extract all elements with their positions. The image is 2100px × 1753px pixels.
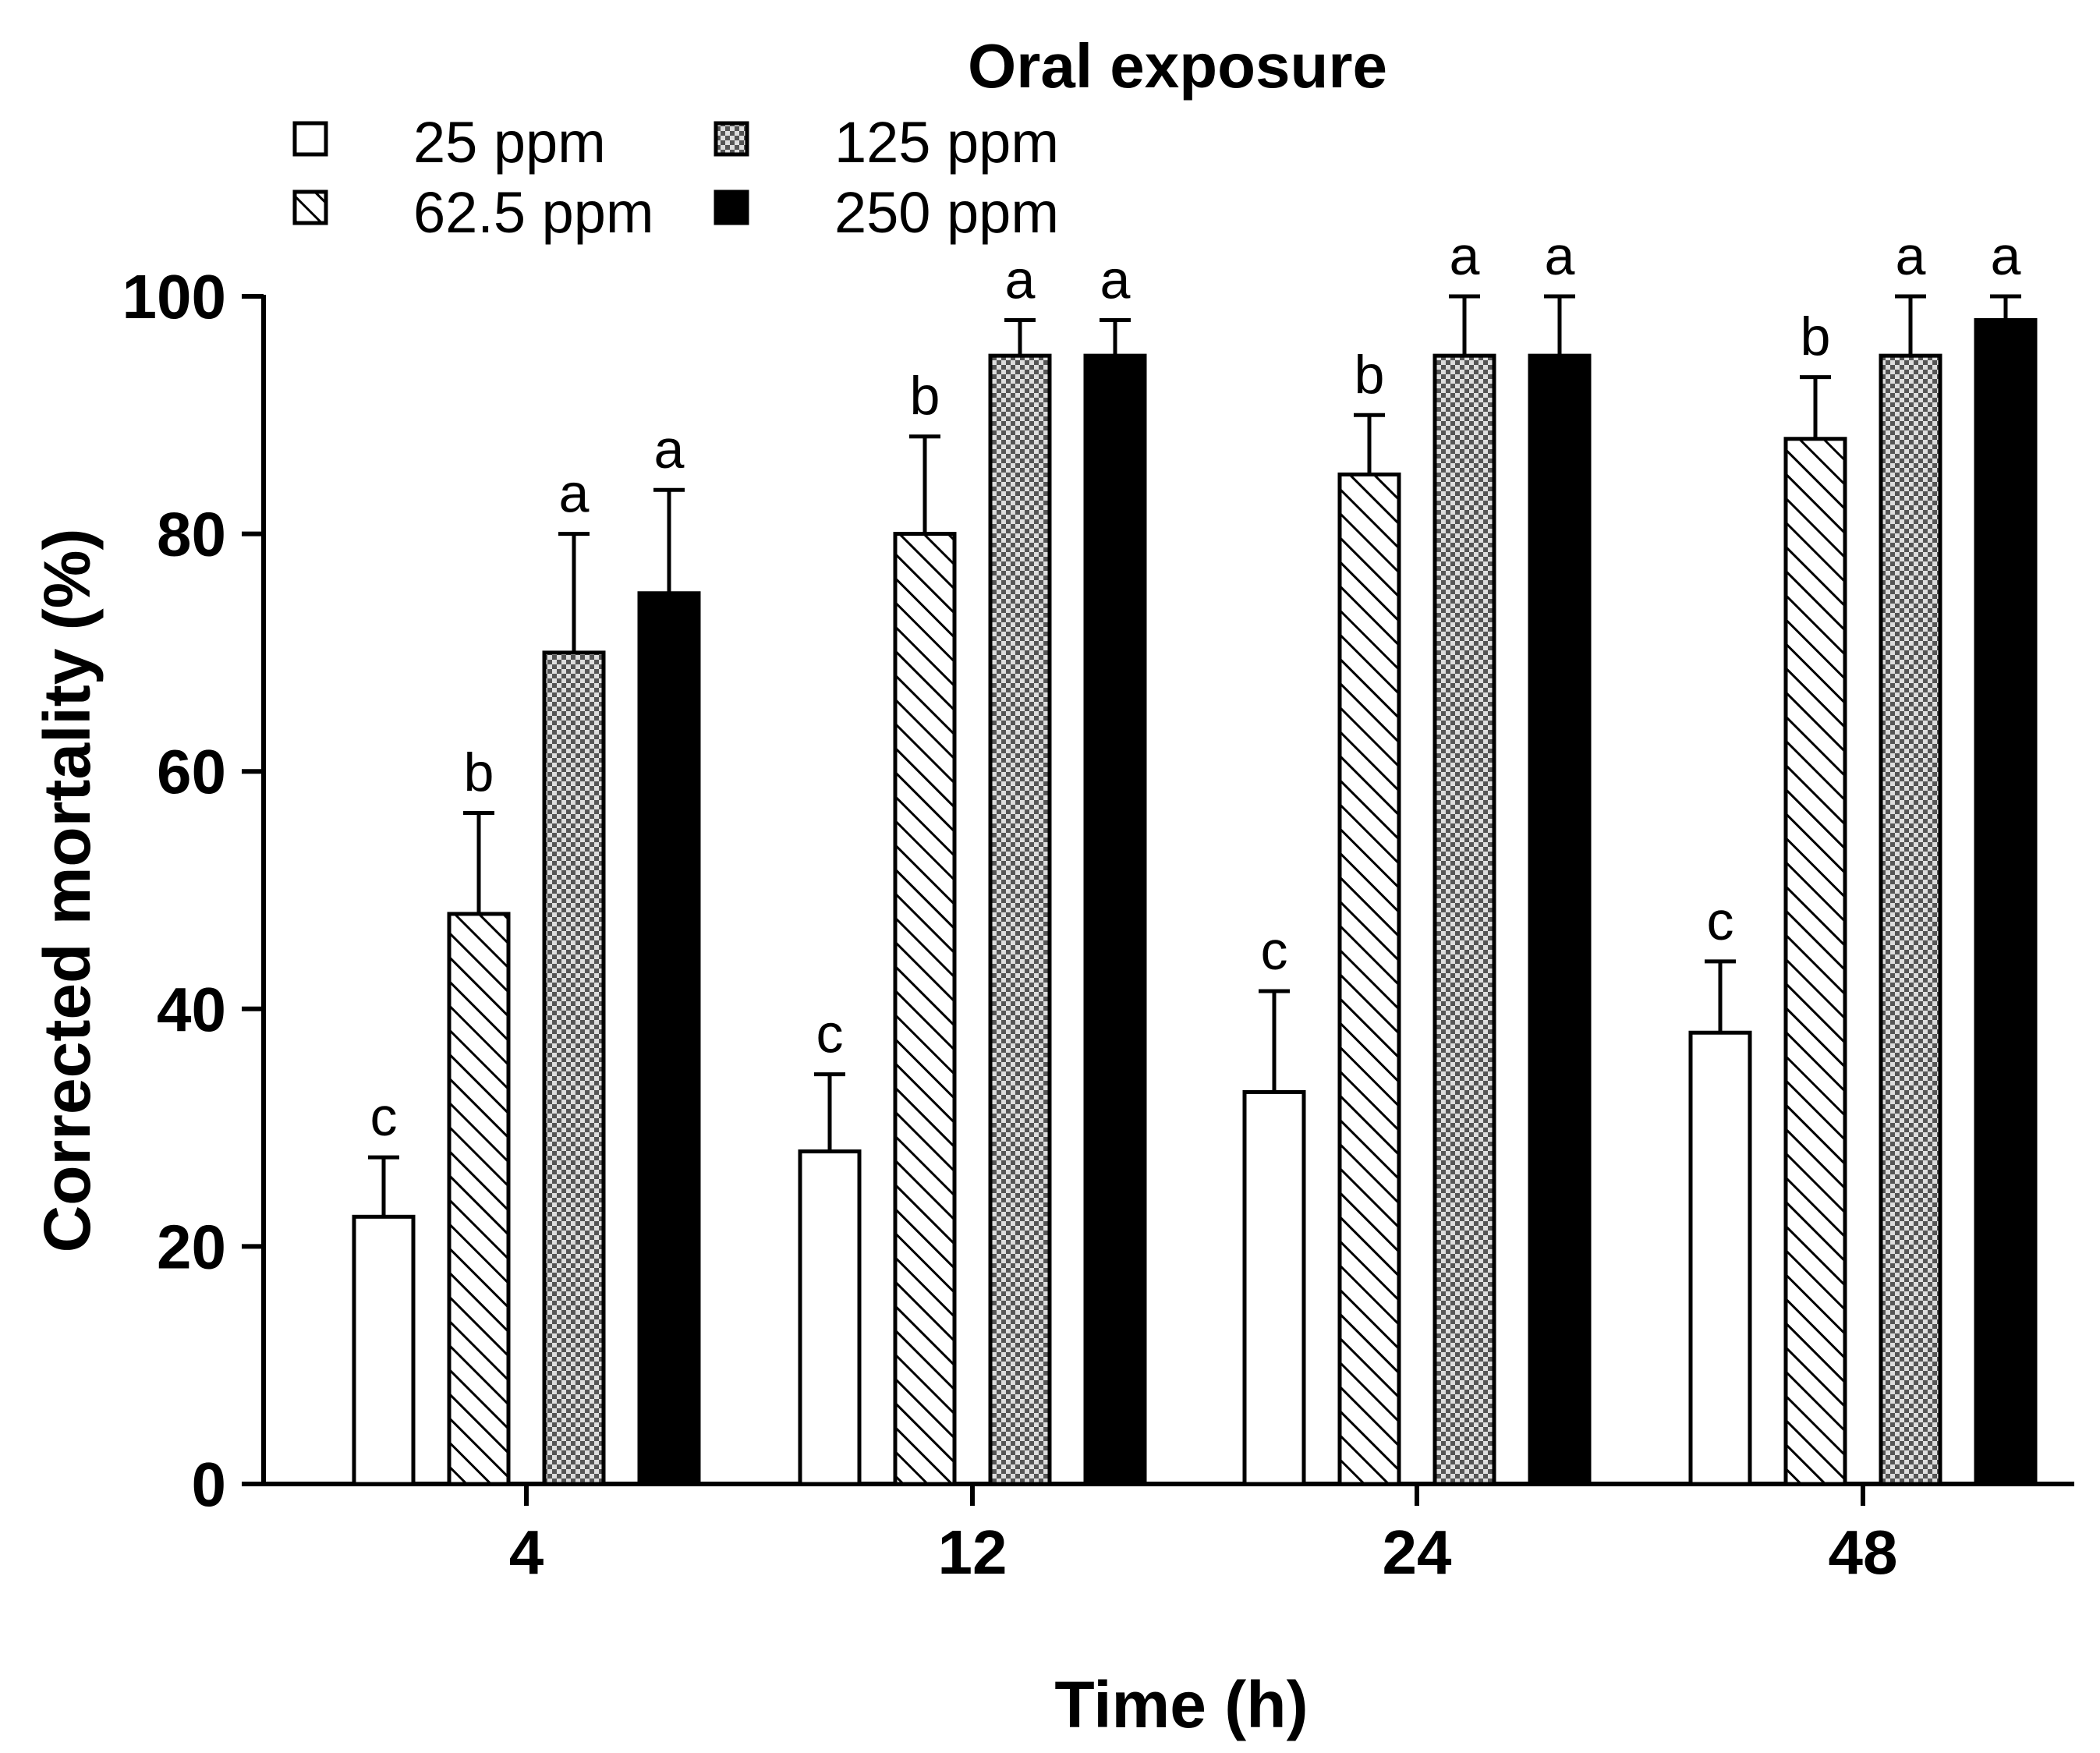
bar-125ppm-4h bbox=[542, 650, 606, 1486]
sig-letter-62-5ppm-4h: b bbox=[464, 742, 494, 803]
sig-letter-25ppm-48h: c bbox=[1707, 891, 1734, 951]
sig-letter-250ppm-24h: a bbox=[1545, 225, 1575, 286]
y-tick-label-60: 60 bbox=[157, 737, 226, 806]
x-tick-label-12: 12 bbox=[938, 1517, 1008, 1587]
bar-25ppm-48h bbox=[1688, 1030, 1752, 1486]
bar-25ppm-24h bbox=[1242, 1089, 1306, 1486]
sig-letter-62-5ppm-12h: b bbox=[910, 366, 940, 427]
x-tick-label-4: 4 bbox=[509, 1517, 544, 1587]
x-tick-label-48: 48 bbox=[1829, 1517, 1898, 1587]
legend-swatch-62-5ppm bbox=[292, 189, 328, 225]
sig-letter-62-5ppm-24h: b bbox=[1355, 344, 1385, 405]
sig-letter-125ppm-24h: a bbox=[1450, 225, 1480, 286]
legend-swatch-25ppm bbox=[292, 121, 328, 157]
sig-letter-125ppm-12h: a bbox=[1005, 249, 1036, 310]
bar-62-5ppm-12h bbox=[893, 532, 957, 1486]
y-tick-label-100: 100 bbox=[122, 262, 226, 331]
x-tick-label-24: 24 bbox=[1383, 1517, 1452, 1587]
y-tick-label-0: 0 bbox=[192, 1450, 227, 1519]
legend-label-250ppm: 250 ppm bbox=[834, 180, 1059, 245]
bar-250ppm-4h bbox=[637, 591, 701, 1486]
legend-label-125ppm: 125 ppm bbox=[834, 110, 1059, 175]
bar-250ppm-48h bbox=[1974, 317, 2038, 1486]
legend-label-25ppm: 25 ppm bbox=[413, 110, 606, 175]
bar-250ppm-12h bbox=[1083, 353, 1147, 1486]
legend-swatch-125ppm bbox=[714, 121, 749, 157]
legend-label-62-5ppm: 62.5 ppm bbox=[413, 180, 654, 245]
chart-title: Oral exposure bbox=[968, 31, 1387, 101]
sig-letter-250ppm-4h: a bbox=[654, 419, 685, 480]
sig-letter-25ppm-12h: c bbox=[816, 1004, 844, 1064]
bar-125ppm-24h bbox=[1432, 353, 1496, 1486]
bar-125ppm-12h bbox=[988, 353, 1052, 1486]
sig-letter-250ppm-12h: a bbox=[1100, 249, 1131, 310]
y-axis-title: Corrected mortality (%) bbox=[30, 529, 104, 1253]
bar-125ppm-48h bbox=[1879, 353, 1942, 1486]
plot-area: 0 20 40 60 80 100 4 12 24 48 c c c c b b b b a a a a a a a a bbox=[122, 225, 2074, 1587]
bar-25ppm-4h bbox=[352, 1214, 416, 1486]
sig-letter-125ppm-4h: a bbox=[559, 463, 590, 524]
x-axis-title: Time (h) bbox=[1054, 1668, 1308, 1741]
sig-letter-25ppm-4h: c bbox=[370, 1086, 398, 1147]
sig-letter-25ppm-24h: c bbox=[1261, 920, 1288, 981]
sig-letter-125ppm-48h: a bbox=[1896, 225, 1926, 286]
bar-25ppm-12h bbox=[798, 1149, 862, 1486]
y-tick-label-40: 40 bbox=[157, 975, 226, 1044]
bar-62-5ppm-48h bbox=[1783, 437, 1847, 1486]
legend: 25 ppm 62.5 ppm 125 ppm 250 ppm bbox=[292, 110, 1059, 245]
bar-62-5ppm-4h bbox=[447, 912, 511, 1486]
y-tick-label-80: 80 bbox=[157, 500, 226, 569]
sig-letter-62-5ppm-48h: b bbox=[1801, 306, 1831, 367]
sig-letter-250ppm-48h: a bbox=[1991, 225, 2021, 286]
y-tick-label-20: 20 bbox=[157, 1212, 226, 1281]
bar-250ppm-24h bbox=[1528, 353, 1592, 1486]
legend-swatch-250ppm bbox=[714, 189, 749, 225]
bar-62-5ppm-24h bbox=[1337, 472, 1401, 1486]
